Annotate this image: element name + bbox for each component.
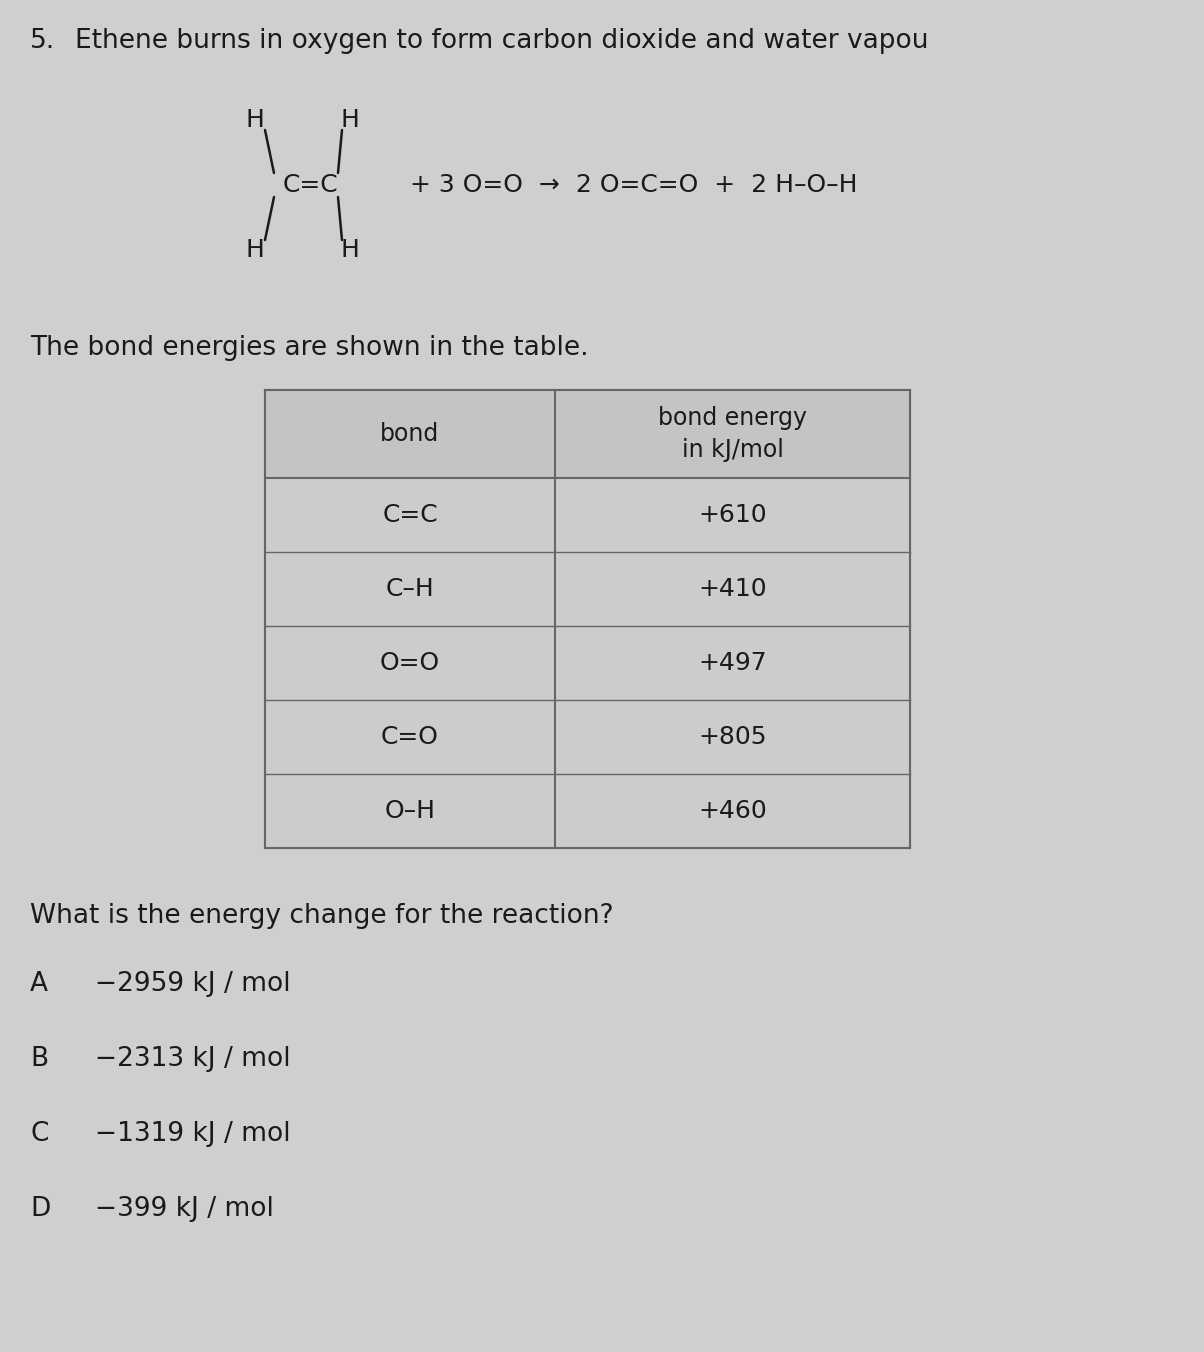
Text: D: D: [30, 1197, 51, 1222]
Text: C–H: C–H: [385, 577, 435, 602]
Text: +460: +460: [698, 799, 767, 823]
Text: Ethene burns in oxygen to form carbon dioxide and water vapou: Ethene burns in oxygen to form carbon di…: [75, 28, 928, 54]
Text: +610: +610: [698, 503, 767, 527]
Text: −1319 kJ / mol: −1319 kJ / mol: [95, 1121, 290, 1146]
Text: A: A: [30, 971, 48, 996]
Text: 5.: 5.: [30, 28, 55, 54]
Text: C=O: C=O: [380, 725, 439, 749]
Text: The bond energies are shown in the table.: The bond energies are shown in the table…: [30, 335, 589, 361]
Text: bond: bond: [380, 422, 439, 446]
Bar: [265, 626, 910, 700]
Text: H: H: [246, 108, 265, 132]
Text: +805: +805: [698, 725, 767, 749]
Bar: [265, 773, 910, 848]
Text: H: H: [341, 238, 360, 262]
Text: −2313 kJ / mol: −2313 kJ / mol: [95, 1046, 290, 1072]
Text: C=C: C=C: [382, 503, 438, 527]
Bar: [265, 700, 910, 773]
Bar: [265, 389, 910, 479]
Bar: [265, 389, 910, 848]
Text: H: H: [341, 108, 360, 132]
Text: H: H: [246, 238, 265, 262]
Text: C=C: C=C: [282, 173, 338, 197]
Text: −2959 kJ / mol: −2959 kJ / mol: [95, 971, 290, 996]
Text: What is the energy change for the reaction?: What is the energy change for the reacti…: [30, 903, 614, 929]
Text: C: C: [30, 1121, 48, 1146]
Bar: [265, 479, 910, 552]
Bar: [265, 552, 910, 626]
Text: O=O: O=O: [380, 652, 441, 675]
Text: + 3 O=O  →  2 O=C=O  +  2 H–O–H: + 3 O=O → 2 O=C=O + 2 H–O–H: [411, 173, 857, 197]
Text: O–H: O–H: [384, 799, 436, 823]
Text: +410: +410: [698, 577, 767, 602]
Text: B: B: [30, 1046, 48, 1072]
Text: +497: +497: [698, 652, 767, 675]
Text: bond energy
in kJ/mol: bond energy in kJ/mol: [659, 406, 807, 462]
Text: −399 kJ / mol: −399 kJ / mol: [95, 1197, 273, 1222]
